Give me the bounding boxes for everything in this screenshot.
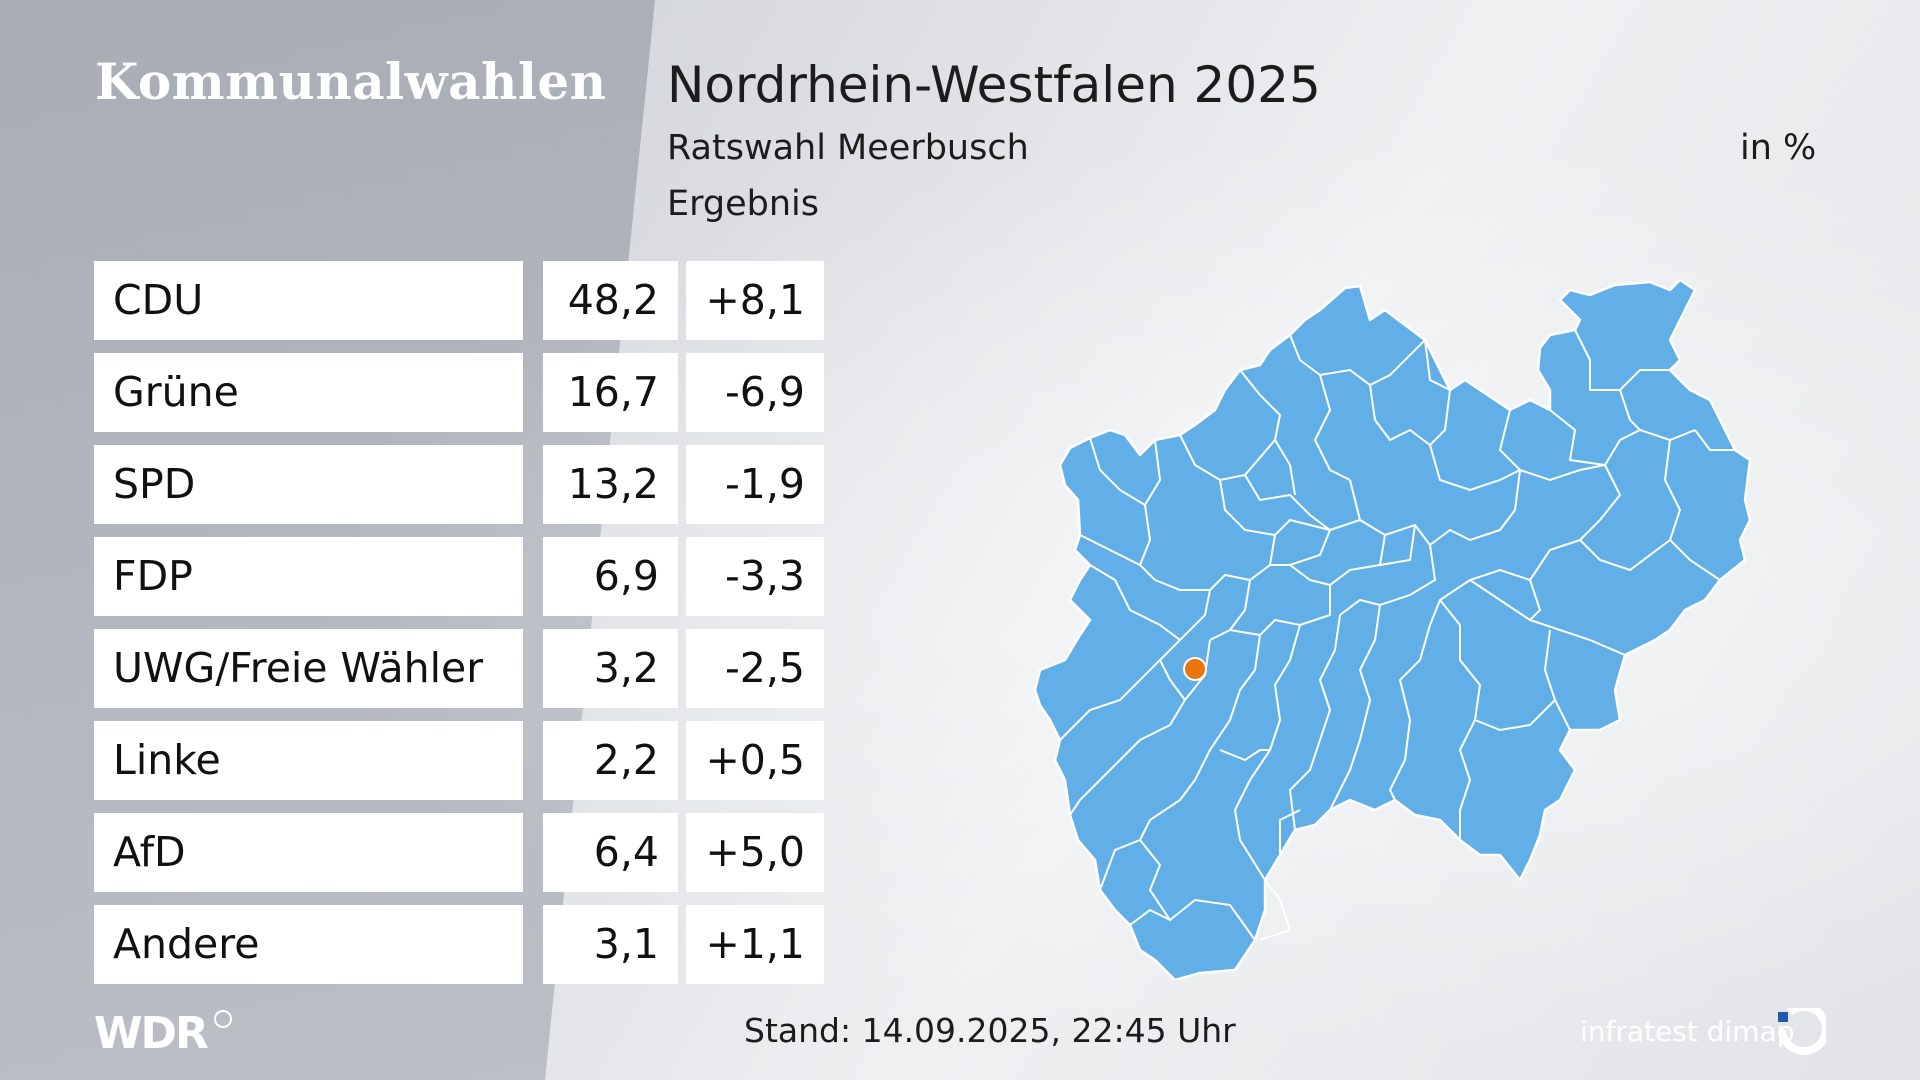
- party-name: SPD: [94, 445, 523, 524]
- party-change: +5,0: [686, 813, 824, 892]
- party-name: Andere: [94, 905, 523, 984]
- table-row: Grüne 16,7 -6,9: [94, 353, 824, 432]
- table-row: Linke 2,2 +0,5: [94, 721, 824, 800]
- nrw-map-outline: [1033, 280, 1752, 980]
- party-name: Linke: [94, 721, 523, 800]
- wdr-logo: WDR: [94, 1008, 209, 1059]
- table-row: FDP 6,9 -3,3: [94, 537, 824, 616]
- table-row: UWG/Freie Wähler 3,2 -2,5: [94, 629, 824, 708]
- timestamp-label: Stand: 14.09.2025, 22:45 Uhr: [744, 1011, 1236, 1050]
- party-result: 3,2: [543, 629, 678, 708]
- party-result: 13,2: [543, 445, 678, 524]
- party-result: 6,4: [543, 813, 678, 892]
- party-change: +8,1: [686, 261, 824, 340]
- party-change: -6,9: [686, 353, 824, 432]
- page-subtitle: Ratswahl Meerbusch: [667, 128, 1029, 168]
- party-result: 48,2: [543, 261, 678, 340]
- infratest-logo-icon: [1778, 1008, 1826, 1055]
- party-name: FDP: [94, 537, 523, 616]
- party-result: 6,9: [543, 537, 678, 616]
- party-change: -3,3: [686, 537, 824, 616]
- page-title: Nordrhein-Westfalen 2025: [667, 56, 1321, 114]
- party-change: -2,5: [686, 629, 824, 708]
- table-row: CDU 48,2 +8,1: [94, 261, 824, 340]
- party-name: UWG/Freie Wähler: [94, 629, 523, 708]
- party-name: Grüne: [94, 353, 523, 432]
- brand-title: Kommunalwahlen: [95, 52, 607, 111]
- party-change: -1,9: [686, 445, 824, 524]
- wdr-registered-icon: [214, 1010, 232, 1028]
- page-subtitle-result: Ergebnis: [667, 184, 819, 224]
- table-row: SPD 13,2 -1,9: [94, 445, 824, 524]
- party-result: 3,1: [543, 905, 678, 984]
- party-change: +0,5: [686, 721, 824, 800]
- party-change: +1,1: [686, 905, 824, 984]
- nrw-map: [1033, 280, 1752, 980]
- party-result: 2,2: [543, 721, 678, 800]
- table-row: AfD 6,4 +5,0: [94, 813, 824, 892]
- meerbusch-marker: [1183, 657, 1207, 681]
- source-label: infratest dimap: [1580, 1015, 1795, 1048]
- table-row: Andere 3,1 +1,1: [94, 905, 824, 984]
- unit-label: in %: [1740, 128, 1817, 168]
- party-name: CDU: [94, 261, 523, 340]
- party-name: AfD: [94, 813, 523, 892]
- nrw-map-district-borders: [1059, 329, 1735, 941]
- party-result: 16,7: [543, 353, 678, 432]
